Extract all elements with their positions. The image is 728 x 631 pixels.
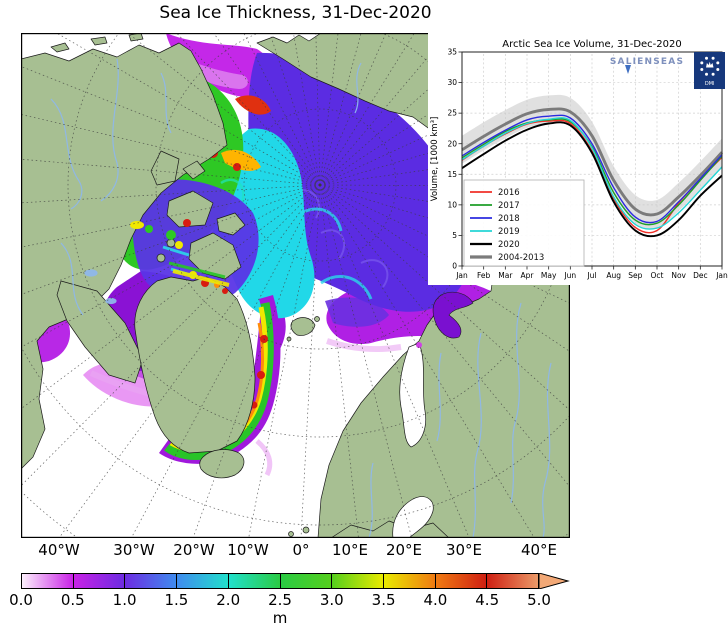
inset-volume-chart: Arctic Sea Ice Volume, 31-Dec-2020 Jan Fe… (428, 33, 728, 285)
droplet-icon (625, 65, 631, 74)
x-tick-label: Jan (715, 271, 728, 280)
x-tick-label: May (541, 271, 557, 280)
colorbar-tick: 3.5 (371, 591, 396, 609)
colorbar-tick: 5.0 (527, 591, 551, 609)
colorbar-tick: 4.5 (475, 591, 500, 609)
thickness-colorbar (21, 573, 539, 589)
colorbar-segment (125, 574, 178, 588)
lon-axis-label: 30°W (113, 541, 155, 559)
series-line-2020 (461, 121, 723, 238)
map-frame (21, 33, 570, 538)
colorbar-segment (332, 574, 384, 588)
colorbar-tick: 3.0 (319, 591, 344, 609)
crown-icon (706, 61, 714, 68)
x-tick-label: Jul (586, 271, 596, 280)
colorbar-tick: 2.5 (268, 591, 292, 609)
colorbar-tick: 0.0 (9, 591, 33, 609)
series-line-2004-2013 (461, 107, 724, 217)
y-tick-label: 20 (447, 139, 457, 148)
colorbar-segment (487, 574, 539, 588)
legend-item-label: 2017 (498, 201, 520, 211)
colorbar-tick: 2.0 (216, 591, 241, 609)
colorbar-tick: 0.5 (60, 591, 85, 609)
series-line-2019 (461, 117, 723, 230)
x-tick-label: Apr (521, 271, 535, 280)
y-tick-label: 15 (447, 170, 457, 179)
lon-axis-label: 40°E (520, 541, 558, 559)
rivers (50, 58, 552, 538)
white-sea-ice (432, 291, 474, 339)
x-tick-label: Dec (693, 271, 708, 280)
legend-item-label: 2018 (498, 214, 520, 224)
lon-axis: 40°W 30°W 20°W 10°W 0° 10°E 20°E 30°E 40°E (21, 541, 570, 561)
x-tick-label: Jan (455, 271, 468, 280)
y-tick-label: 10 (447, 200, 457, 209)
colorbar-tick: 1.5 (164, 591, 189, 609)
lon-axis-label: 10°W (227, 541, 269, 559)
dmi-logo-text: DMI (705, 81, 715, 87)
svg-text:SALIENSEAS: SALIENSEAS (610, 57, 684, 67)
x-tick-label: Jun (563, 271, 576, 280)
colorbar-segment (435, 574, 488, 588)
y-tick-label: 0 (452, 262, 457, 271)
colorbar-segment (383, 574, 436, 588)
gulf-of-bothnia (399, 342, 427, 448)
page-title: Sea Ice Thickness, 31-Dec-2020 (159, 3, 432, 23)
y-tick-label: 25 (447, 109, 457, 118)
y-tick-label: 30 (447, 78, 457, 87)
land-north-america (21, 42, 228, 470)
salienseas-watermark: SALIENSEAS (610, 57, 684, 74)
x-tick-label: Nov (671, 271, 686, 280)
y-tick-label: 35 (447, 48, 457, 57)
colorbar-segment (22, 574, 74, 588)
chart-legend: 2016 2017 2018 2019 2020 2004-2013 (463, 179, 585, 267)
y-axis-label: Volume, [1000 km³] (430, 117, 440, 202)
lon-axis-label: 20°E (385, 541, 423, 559)
dmi-logo: DMI (694, 52, 725, 89)
colorbar-segment (280, 574, 333, 588)
lon-axis-label: 40°W (38, 541, 80, 559)
x-tick-label: Oct (651, 271, 664, 280)
lon-axis-label: 20°W (173, 541, 215, 559)
colorbar-ticks: 0.0 0.5 1.0 1.5 2.0 2.5 3.0 3.5 4.0 4.5 5.0 (9, 591, 581, 609)
x-tick-label: Mar (498, 271, 513, 280)
x-tick-label: Feb (477, 271, 491, 280)
legend-box (463, 179, 585, 267)
x-tick-label: Aug (606, 271, 621, 280)
legend-item-label: 2020 (498, 240, 520, 250)
lon-axis-label: 10°E (331, 541, 369, 559)
colorbar-segment (228, 574, 281, 588)
marginal-seas (130, 219, 474, 538)
legend-item-label: 2016 (498, 188, 520, 198)
legend-item-label: 2019 (498, 227, 520, 237)
x-tick-label: Sep (628, 271, 642, 280)
lon-axis-label: 0° (292, 541, 310, 559)
land-svalbard (290, 317, 316, 336)
inset-title: Arctic Sea Ice Volume, 31-Dec-2020 (502, 39, 681, 50)
land-iceland (199, 449, 245, 479)
colorbar-tick: 4.0 (423, 591, 448, 609)
legend-item-label: 2004-2013 (498, 253, 544, 263)
colorbar-segment (73, 574, 126, 588)
land-greenland (134, 276, 256, 454)
series-line-2018 (461, 114, 723, 224)
colorbar-tick: 1.0 (112, 591, 137, 609)
colorbar-unit-label: m (272, 609, 288, 627)
baltic-sea (392, 496, 434, 538)
colorbar-arrow-icon (539, 573, 570, 589)
colorbar-segment (177, 574, 229, 588)
y-tick-label: 5 (452, 231, 457, 240)
lon-axis-label: 30°E (445, 541, 483, 559)
dots-circle-icon (700, 56, 720, 76)
